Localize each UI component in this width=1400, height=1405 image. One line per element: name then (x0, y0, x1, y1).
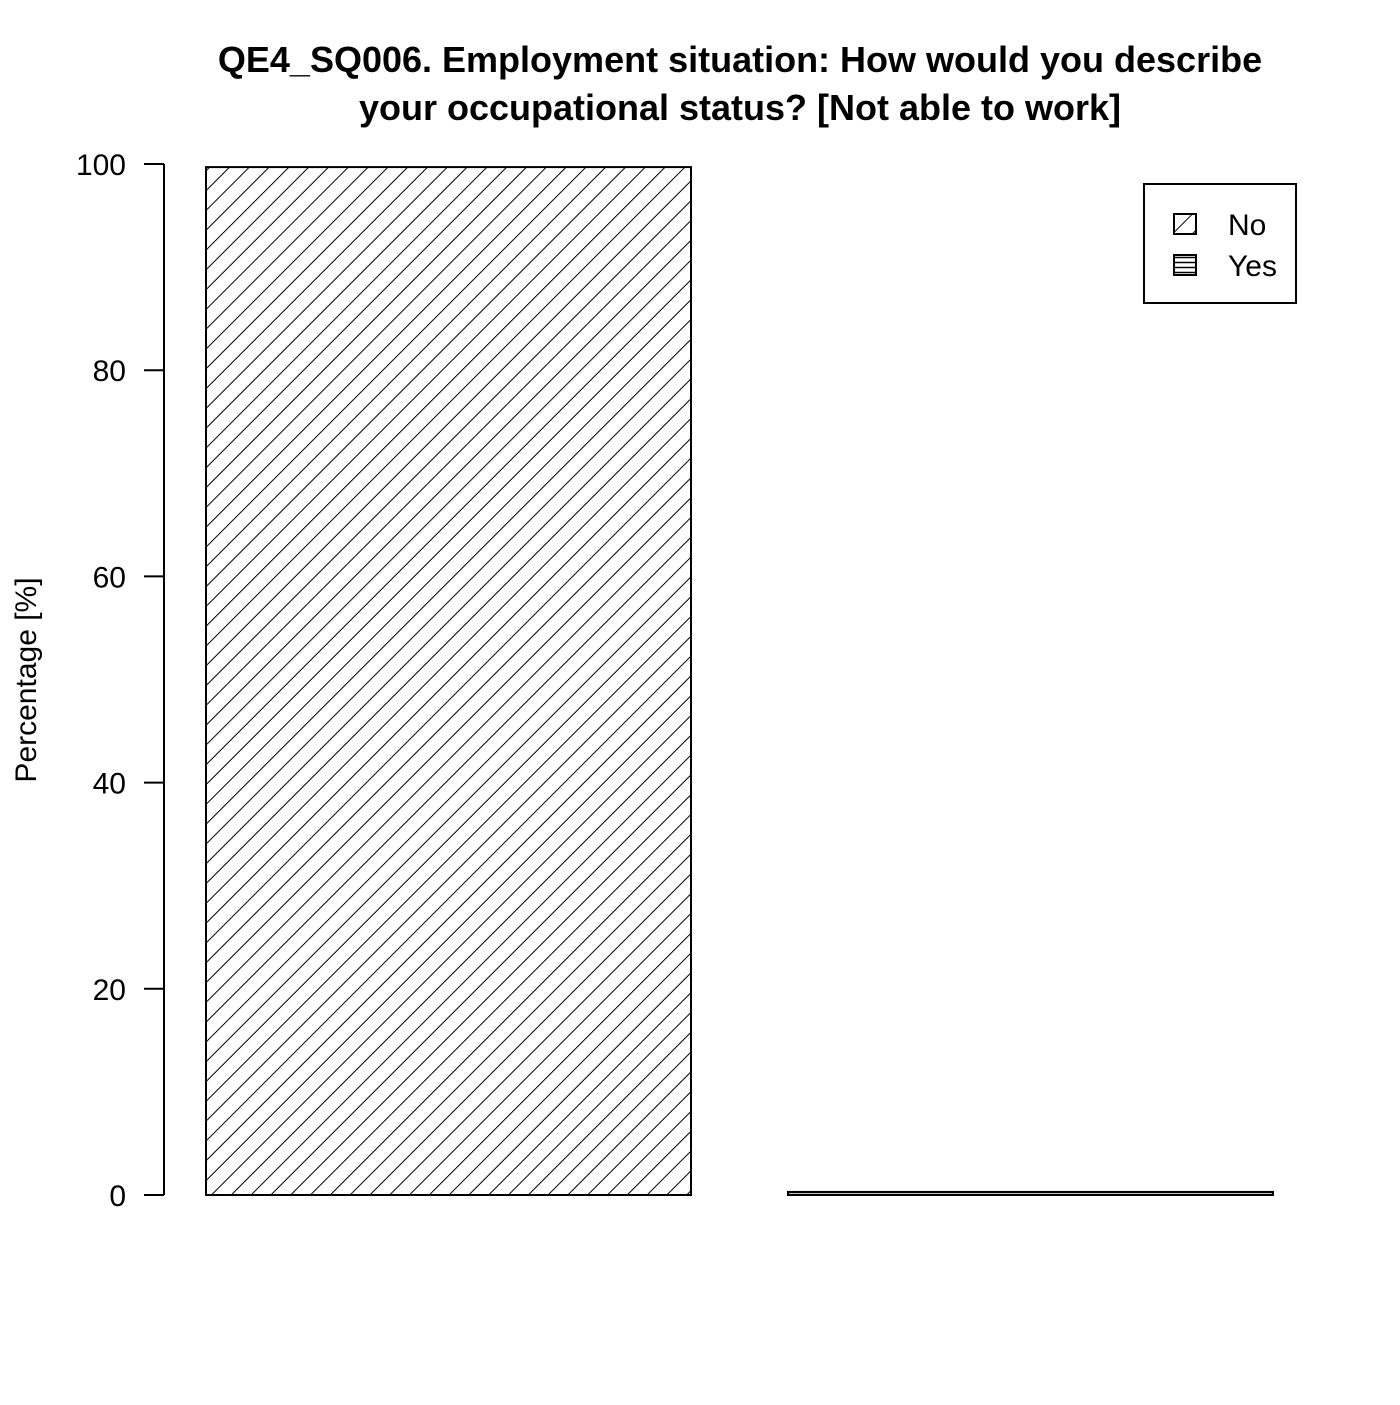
legend-label: Yes (1228, 250, 1277, 283)
bar-group (787, 1190, 1274, 1196)
bar (205, 166, 692, 1196)
y-tick-label: 80 (93, 355, 126, 388)
legend-key (1173, 254, 1197, 276)
legend-label: No (1228, 209, 1266, 242)
y-axis-label: Percentage [%] (10, 577, 43, 782)
legend-key-group (1173, 213, 1197, 235)
legend-key-group (1173, 254, 1197, 276)
y-tick-label: 0 (109, 1180, 126, 1213)
bar (787, 1190, 1274, 1196)
chart-title: QE4_SQ006. Employment situation: How wou… (218, 39, 1262, 80)
legend-box (1143, 183, 1297, 304)
legend-key (1173, 213, 1197, 235)
bar-group (205, 166, 692, 1196)
chart-title: your occupational status? [Not able to w… (359, 87, 1121, 128)
y-tick-label: 20 (93, 974, 126, 1007)
y-tick-label: 60 (93, 561, 126, 594)
y-tick-label: 40 (93, 768, 126, 801)
y-tick-label: 100 (76, 149, 126, 182)
